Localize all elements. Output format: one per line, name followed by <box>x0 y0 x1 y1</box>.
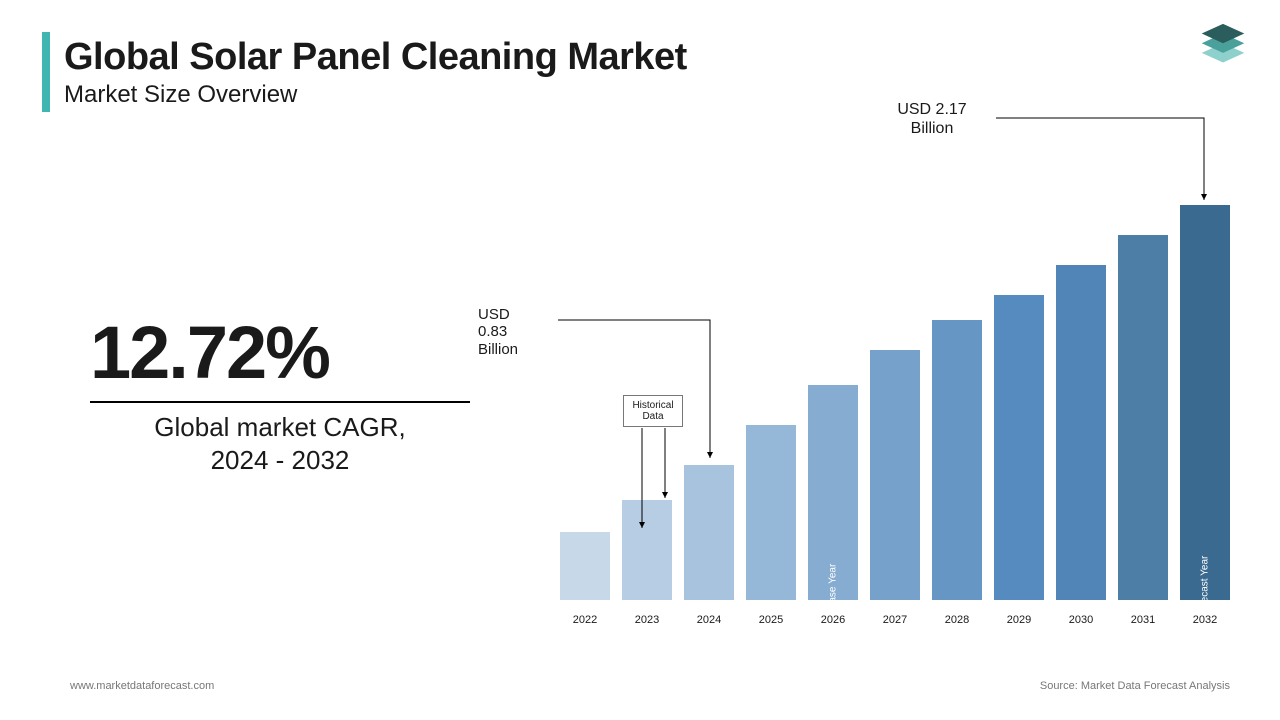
x-label-2027: 2027 <box>870 614 920 626</box>
bar-2023 <box>622 500 672 600</box>
page-title: Global Solar Panel Cleaning Market <box>64 36 687 79</box>
x-label-2030: 2030 <box>1056 614 1106 626</box>
x-label-2024: 2024 <box>684 614 734 626</box>
bar-2030 <box>1056 265 1106 600</box>
bar-inlabel-2026: Base Year <box>828 564 839 610</box>
bar-chart: Base YearForecast Year 20222023202420252… <box>560 190 1240 630</box>
bar-2032: Forecast Year <box>1180 205 1230 600</box>
x-label-2022: 2022 <box>560 614 610 626</box>
footer-url: www.marketdataforecast.com <box>70 680 214 692</box>
cagr-value: 12.72% <box>90 310 450 395</box>
bars-container: Base Year Forecast Year <box>560 180 1240 600</box>
x-label-2025: 2025 <box>746 614 796 626</box>
x-label-2031: 2031 <box>1118 614 1168 626</box>
bar-inlabel-2032: Forecast Year <box>1200 556 1211 618</box>
bar-2029 <box>994 295 1044 600</box>
page: Global Solar Panel Cleaning Market Marke… <box>0 0 1280 720</box>
x-label-2029: 2029 <box>994 614 1044 626</box>
bar-2027 <box>870 350 920 600</box>
cagr-label-line1: Global market CAGR, <box>154 412 405 442</box>
x-label-2023: 2023 <box>622 614 672 626</box>
x-label-2032: 2032 <box>1180 614 1230 626</box>
bar-2028 <box>932 320 982 600</box>
footer-source: Source: Market Data Forecast Analysis <box>1040 680 1230 692</box>
x-axis-labels: 2022 2023 2024 2025 2026 2027 2028 2029 2030 2031… <box>560 614 1240 626</box>
callout-end-value: USD 2.17 Billion <box>872 100 992 138</box>
layers-icon <box>1194 20 1252 78</box>
page-subtitle: Market Size Overview <box>64 81 687 109</box>
bar-2025 <box>746 425 796 600</box>
bar-2031 <box>1118 235 1168 600</box>
cagr-block: 12.72% Global market CAGR, 2024 - 2032 <box>90 310 450 476</box>
x-label-2028: 2028 <box>932 614 982 626</box>
callout-start-value: USD 0.83 Billion <box>478 306 558 358</box>
header: Global Solar Panel Cleaning Market Marke… <box>42 36 687 109</box>
cagr-rule <box>90 401 470 403</box>
brand-logo <box>1194 20 1252 78</box>
accent-bar <box>42 32 50 112</box>
bar-2024 <box>684 465 734 600</box>
cagr-label-line2: 2024 - 2032 <box>211 445 350 475</box>
cagr-label: Global market CAGR, 2024 - 2032 <box>90 411 470 476</box>
bar-2026: Base Year <box>808 385 858 600</box>
x-label-2026: 2026 <box>808 614 858 626</box>
bar-2022 <box>560 532 610 600</box>
